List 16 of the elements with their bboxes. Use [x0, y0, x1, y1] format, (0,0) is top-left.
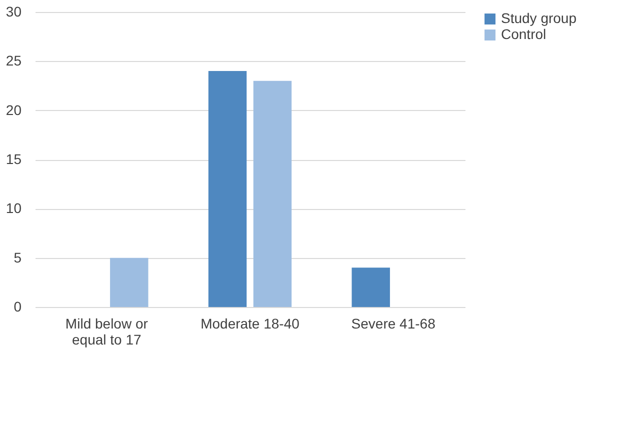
y-tick-label: 10 [6, 200, 22, 216]
y-tick-label: 25 [6, 52, 22, 69]
legend-label: Study group [501, 10, 577, 26]
legend-label: Control [501, 26, 546, 42]
y-tick-label: 5 [14, 249, 22, 266]
x-tick-label: Moderate 18-40 [200, 316, 300, 332]
bar [352, 268, 390, 307]
y-tick-label: 30 [6, 4, 22, 20]
bar [208, 71, 247, 307]
y-tick-label: 0 [14, 298, 22, 314]
x-tick-label: Severe 41-68 [351, 316, 436, 332]
y-tick-label: 15 [6, 151, 22, 167]
bar [110, 258, 148, 307]
y-tick-label: 20 [6, 102, 22, 118]
x-tick-label: Mild below or equal to 17 [65, 316, 148, 348]
bar [253, 80, 292, 307]
